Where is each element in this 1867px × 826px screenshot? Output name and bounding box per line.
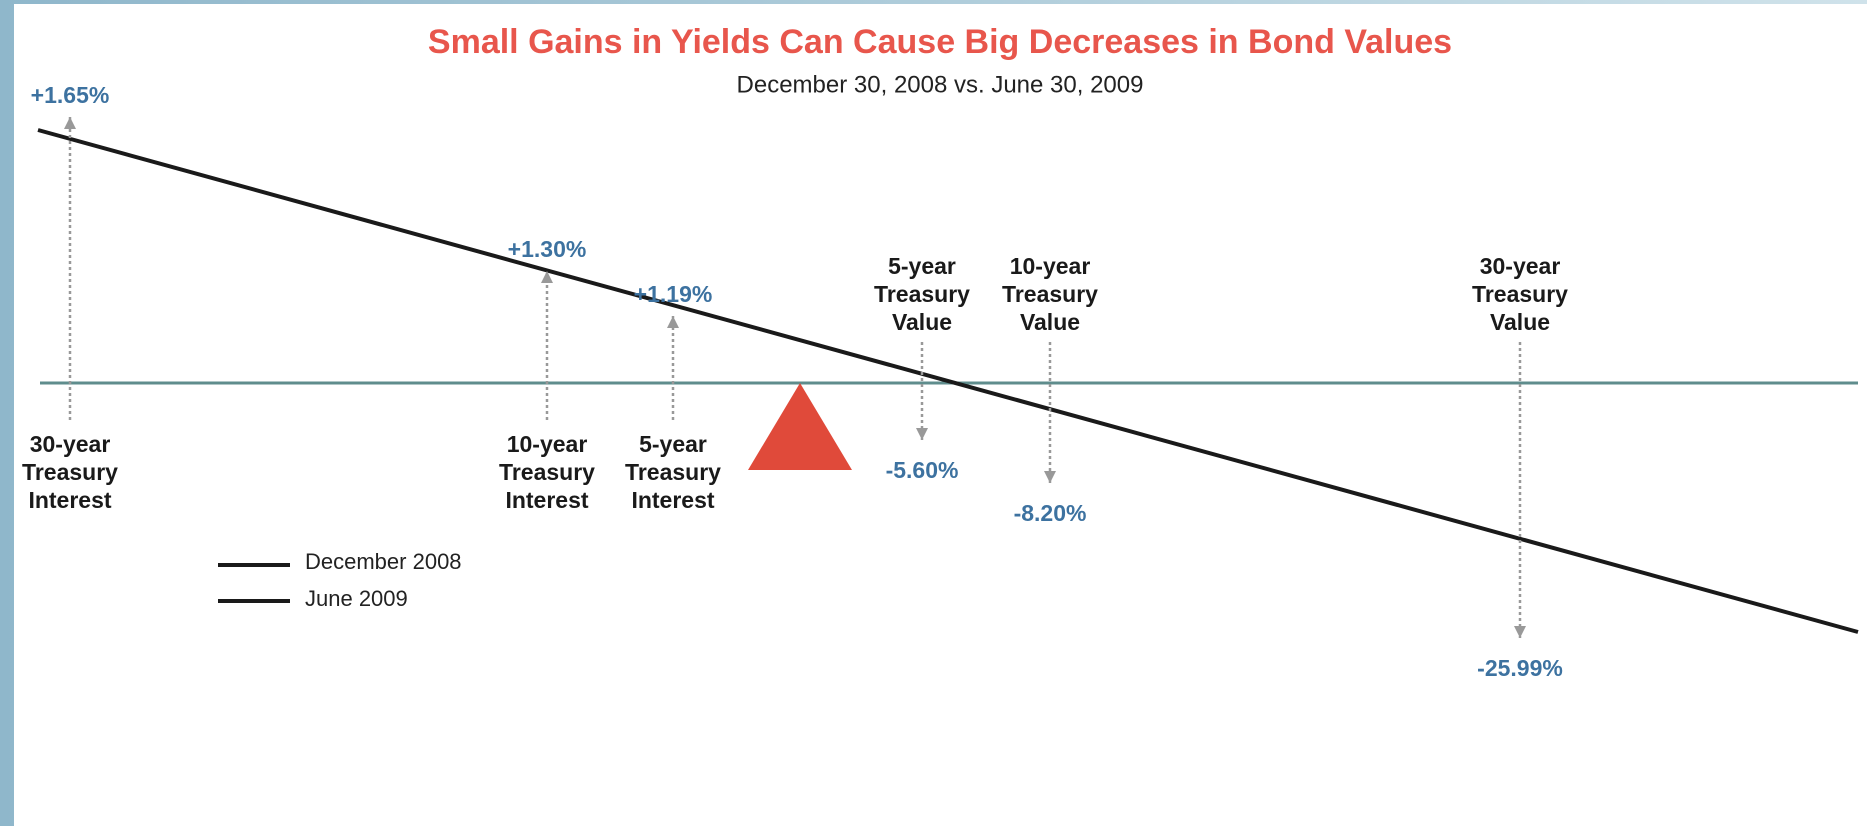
item-label: Value [892, 309, 952, 335]
item-label: 30-year [1480, 253, 1561, 279]
fulcrum [748, 383, 852, 470]
panel [14, 4, 1867, 826]
item-label: 10-year [507, 431, 588, 457]
seesaw-line [37, 128, 1859, 634]
legend-label: December 2008 [305, 549, 462, 574]
item-label: 5-year [639, 431, 707, 457]
item-label: Treasury [1472, 281, 1568, 307]
arrow-head [64, 117, 76, 129]
item-change: -8.20% [1014, 500, 1087, 526]
item-label: Treasury [1002, 281, 1098, 307]
item-label: 30-year [30, 431, 111, 457]
title: Small Gains in Yields Can Cause Big Decr… [428, 23, 1452, 61]
item-label: Treasury [625, 459, 721, 485]
item-label: 10-year [1010, 253, 1091, 279]
item-label: Treasury [874, 281, 970, 307]
item-label: Treasury [22, 459, 118, 485]
item-label: Treasury [499, 459, 595, 485]
item-change: -5.60% [886, 457, 959, 483]
legend-label: June 2009 [305, 586, 408, 611]
item-label: Interest [28, 487, 111, 513]
item-label: Interest [505, 487, 588, 513]
item-change: +1.30% [508, 236, 587, 262]
arrow-head [1044, 471, 1056, 483]
item-label: Value [1490, 309, 1550, 335]
arrow-head [916, 428, 928, 440]
arrow-head [541, 271, 553, 283]
item-change: +1.19% [634, 281, 713, 307]
arrow-head [1514, 626, 1526, 638]
item-change: +1.65% [31, 82, 110, 108]
item-change: -25.99% [1477, 655, 1563, 681]
item-label: Interest [631, 487, 714, 513]
arrow-head [667, 316, 679, 328]
item-label: 5-year [888, 253, 956, 279]
item-label: Value [1020, 309, 1080, 335]
subtitle: December 30, 2008 vs. June 30, 2009 [737, 71, 1144, 98]
